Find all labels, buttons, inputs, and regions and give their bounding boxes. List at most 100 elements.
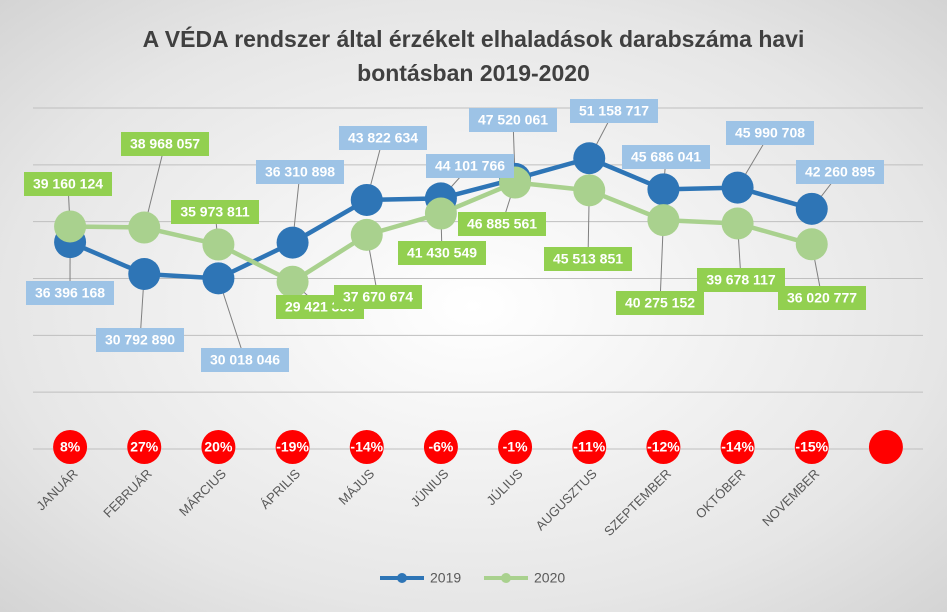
data-label: 44 101 766 — [435, 158, 505, 174]
x-tick-label: FEBRUÁR — [100, 466, 155, 521]
label-box — [96, 328, 184, 352]
x-tick-label: JANUÁR — [33, 466, 80, 513]
point — [128, 257, 161, 290]
point — [795, 192, 828, 225]
label-box — [697, 268, 785, 292]
change-label: -19% — [276, 439, 309, 455]
label-box — [458, 212, 546, 236]
x-tick-label: NOVEMBER — [759, 466, 822, 529]
change-marker — [349, 430, 384, 464]
data-label: 30 018 046 — [210, 352, 280, 368]
point — [276, 226, 309, 259]
label-box — [398, 241, 486, 265]
data-label: 42 260 895 — [805, 164, 875, 180]
x-tick-label: MÁJUS — [336, 466, 378, 508]
point — [276, 265, 309, 298]
chart-title: A VÉDA rendszer által érzékelt elhaladás… — [142, 26, 805, 86]
point — [350, 218, 383, 251]
label-box — [616, 291, 704, 315]
point — [647, 204, 680, 237]
label-box — [544, 247, 632, 271]
change-marker — [720, 430, 755, 464]
label-box — [201, 348, 289, 372]
data-label: 35 973 811 — [180, 204, 250, 220]
label-box — [622, 145, 710, 169]
change-marker — [572, 430, 607, 464]
label-box — [469, 108, 557, 132]
x-tick-label: JÚNIUS — [408, 466, 452, 510]
data-label: 47 520 061 — [478, 112, 548, 128]
data-label: 51 158 717 — [579, 103, 649, 119]
point — [721, 207, 754, 240]
label-box — [778, 286, 866, 310]
change-label: -1% — [503, 439, 528, 455]
point — [721, 171, 754, 204]
data-label: 43 822 634 — [348, 130, 418, 146]
data-label: 38 968 057 — [130, 136, 200, 152]
data-label: 46 885 561 — [467, 216, 537, 232]
change-label: -14% — [350, 439, 383, 455]
data-label: 45 686 041 — [631, 149, 701, 165]
legend-marker — [501, 573, 511, 583]
label-box — [426, 154, 514, 178]
data-label: 37 670 674 — [343, 289, 413, 305]
change-label: 27% — [130, 439, 159, 455]
data-label: 39 160 124 — [33, 176, 103, 192]
x-tick-label: MÁRCIUS — [176, 466, 229, 519]
label-box — [726, 121, 814, 145]
label-box — [339, 126, 427, 150]
point — [795, 228, 828, 261]
change-marker — [53, 430, 88, 464]
label-box — [796, 160, 884, 184]
x-tick-label: SZEPTEMBER — [601, 466, 674, 539]
data-label: 39 678 117 — [706, 272, 776, 288]
label-box — [171, 200, 259, 224]
x-tick-label: AUGUSZTUS — [533, 466, 601, 534]
change-marker — [868, 430, 903, 464]
change-label: 20% — [204, 439, 233, 455]
point — [54, 210, 87, 243]
label-box — [334, 285, 422, 309]
change-label: -15% — [795, 439, 828, 455]
point — [202, 228, 235, 261]
label-box — [26, 281, 114, 305]
x-tick-label: OKTÓBER — [693, 466, 749, 522]
label-box — [121, 132, 209, 156]
change-marker — [646, 430, 681, 464]
point — [128, 211, 161, 244]
point — [573, 174, 606, 207]
data-label: 36 310 898 — [265, 164, 335, 180]
change-marker — [498, 430, 533, 464]
legend-label: 2020 — [534, 570, 565, 586]
data-label: 36 020 777 — [787, 290, 857, 306]
data-label: 36 396 168 — [35, 285, 105, 301]
point — [350, 183, 383, 216]
label-box — [24, 172, 112, 196]
change-marker — [201, 430, 236, 464]
change-label: 8% — [60, 439, 81, 455]
point — [647, 173, 680, 206]
legend-marker — [397, 573, 407, 583]
change-label: -14% — [721, 439, 754, 455]
change-label: -6% — [428, 439, 453, 455]
change-label: -11% — [573, 439, 605, 455]
x-tick-label: JÚLIUS — [483, 466, 526, 509]
data-label: 45 990 708 — [735, 125, 805, 141]
point — [202, 262, 235, 295]
change-marker — [423, 430, 458, 464]
label-box — [256, 160, 344, 184]
change-marker — [275, 430, 310, 464]
data-label: 45 513 851 — [553, 251, 623, 267]
data-label: 40 275 152 — [625, 295, 695, 311]
data-label: 30 792 890 — [105, 332, 175, 348]
x-tick-label: ÁPRILIS — [257, 466, 303, 512]
change-marker — [794, 430, 829, 464]
data-label: 41 430 549 — [407, 245, 477, 261]
point — [424, 197, 457, 230]
change-label: -12% — [647, 439, 680, 455]
legend-label: 2019 — [430, 570, 461, 586]
label-box — [570, 99, 658, 123]
change-marker — [127, 430, 162, 464]
